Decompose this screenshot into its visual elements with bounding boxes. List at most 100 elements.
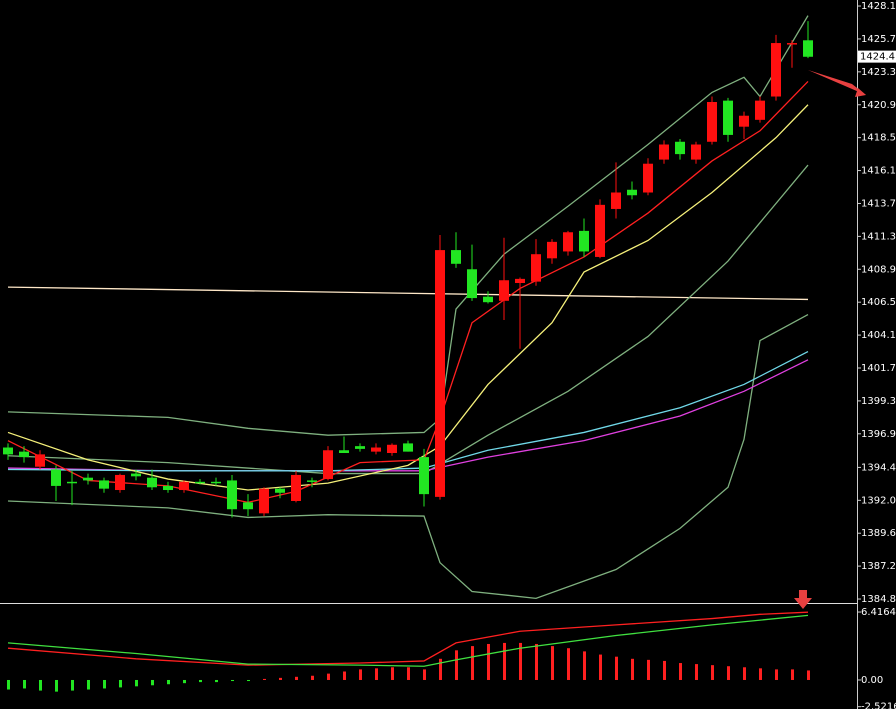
histogram-bar bbox=[279, 677, 282, 680]
y-tick-label: 1408.90 bbox=[861, 264, 896, 275]
candle-body bbox=[211, 481, 221, 484]
histogram-bar bbox=[551, 646, 554, 680]
candle-body bbox=[163, 485, 173, 491]
candle-body bbox=[419, 457, 429, 495]
histogram-bar bbox=[199, 679, 202, 683]
y-tick-label: 1418.50 bbox=[861, 133, 896, 144]
candle-body bbox=[179, 481, 189, 491]
arrow-annotation bbox=[808, 70, 866, 95]
y-tick-label: 1392.05 bbox=[861, 495, 896, 506]
y-tick-label: 1416.10 bbox=[861, 166, 896, 177]
histogram-bar bbox=[695, 664, 698, 680]
y-tick-label: 1428.10 bbox=[861, 1, 896, 12]
histogram-bar bbox=[87, 679, 90, 690]
histogram-bar bbox=[631, 658, 634, 680]
histogram-bar bbox=[487, 643, 490, 680]
histogram-bar bbox=[775, 669, 778, 680]
histogram-bar bbox=[263, 678, 266, 680]
candle-body bbox=[323, 450, 333, 480]
candle-body bbox=[291, 474, 301, 501]
histogram-bar bbox=[599, 654, 602, 680]
histogram-bar bbox=[711, 665, 714, 680]
candle-body bbox=[515, 278, 525, 283]
y-tick-label: 1404.10 bbox=[861, 330, 896, 341]
histogram-bar bbox=[407, 667, 410, 680]
histogram-bar bbox=[135, 679, 138, 687]
histogram-bar bbox=[231, 679, 234, 682]
candle-body bbox=[259, 488, 269, 514]
histogram-bar bbox=[471, 646, 474, 680]
histogram-bar bbox=[311, 675, 314, 680]
histogram-bar bbox=[359, 669, 362, 680]
candle-body bbox=[275, 488, 285, 493]
histogram-bar bbox=[327, 673, 330, 680]
histogram-bar bbox=[567, 648, 570, 680]
candle-body bbox=[227, 480, 237, 510]
candle-body bbox=[627, 189, 637, 196]
histogram-bar bbox=[343, 671, 346, 680]
indicator-line bbox=[7, 350, 809, 472]
y-tick-label: 1413.70 bbox=[861, 198, 896, 209]
histogram-bar bbox=[519, 642, 522, 680]
histogram-bar bbox=[103, 679, 106, 689]
candle-body bbox=[371, 447, 381, 452]
histogram-bar bbox=[71, 679, 74, 691]
histogram-bar bbox=[215, 679, 218, 683]
histogram-bar bbox=[183, 679, 186, 684]
histogram-bar bbox=[743, 667, 746, 680]
candle-body bbox=[611, 192, 621, 209]
candle-body bbox=[115, 474, 125, 491]
histogram-bar bbox=[759, 668, 762, 680]
histogram-bar bbox=[679, 663, 682, 680]
last-price-box bbox=[858, 50, 896, 63]
y-tick-label: 1396.90 bbox=[861, 429, 896, 440]
candle-body bbox=[355, 446, 365, 449]
candle-body bbox=[531, 254, 541, 282]
histogram-bar bbox=[247, 679, 250, 682]
y-tick-label: 6.4164 bbox=[861, 607, 896, 618]
candle-body bbox=[707, 102, 717, 142]
indicator-line bbox=[7, 286, 809, 301]
candle-body bbox=[35, 454, 45, 467]
candle-body bbox=[67, 481, 77, 484]
plot-layer: 1428.10 1425.70 1423.30 1420.90 1418.50 1416.… bbox=[3, 1, 896, 709]
candle-body bbox=[563, 232, 573, 252]
indicator-line bbox=[7, 313, 809, 600]
candle-body bbox=[195, 481, 205, 484]
y-tick-label: 1394.45 bbox=[861, 462, 896, 473]
histogram-bar bbox=[647, 659, 650, 680]
candle-body bbox=[771, 43, 781, 97]
candle-body bbox=[803, 40, 813, 57]
histogram-bar bbox=[807, 670, 810, 680]
candle-body bbox=[499, 280, 509, 301]
histogram-bar bbox=[423, 669, 426, 680]
histogram-bar bbox=[439, 658, 442, 680]
histogram-bar bbox=[119, 679, 122, 688]
y-tick-label: 1406.50 bbox=[861, 297, 896, 308]
candle-body bbox=[787, 43, 797, 45]
y-tick-label: 1401.70 bbox=[861, 363, 896, 374]
candle-body bbox=[595, 204, 605, 257]
candle-body bbox=[435, 250, 445, 497]
candle-body bbox=[131, 473, 141, 477]
histogram-bar bbox=[535, 643, 538, 680]
histogram-bar bbox=[727, 666, 730, 680]
y-tick-label: 1389.65 bbox=[861, 528, 896, 539]
histogram-bar bbox=[39, 679, 42, 691]
candle-body bbox=[643, 163, 653, 193]
y-tick-label: 1399.30 bbox=[861, 396, 896, 407]
histogram-bar bbox=[7, 679, 10, 690]
candle-body bbox=[147, 477, 157, 488]
histogram-bar bbox=[167, 679, 170, 685]
candle-body bbox=[579, 230, 589, 252]
candle-body bbox=[243, 502, 253, 510]
indicator-line bbox=[7, 164, 809, 475]
candle-body bbox=[3, 447, 13, 455]
histogram-bar bbox=[615, 656, 618, 680]
histogram-bar bbox=[391, 667, 394, 680]
y-tick-label: 0.00 bbox=[861, 675, 883, 686]
y-tick-label: 1423.30 bbox=[861, 67, 896, 78]
candle-body bbox=[99, 480, 109, 489]
y-tick-label: 1384.85 bbox=[861, 594, 896, 605]
